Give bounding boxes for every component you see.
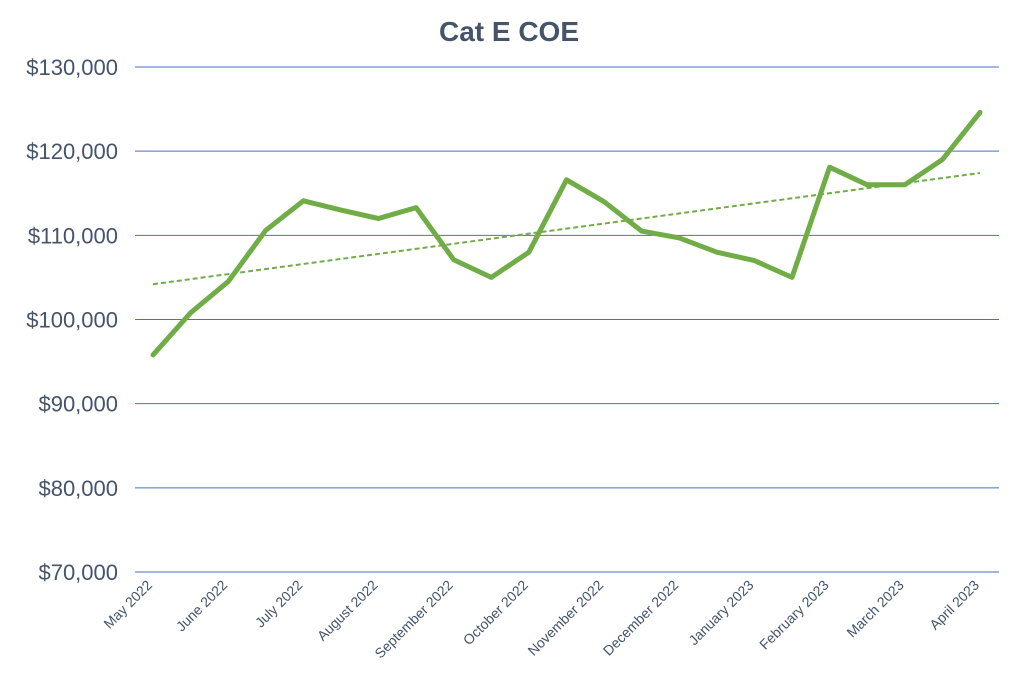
gridlines <box>135 66 999 573</box>
x-tick-label: October 2022 <box>460 577 531 648</box>
series-lines <box>150 109 983 358</box>
y-tick-label: $110,000 <box>28 223 118 248</box>
y-tick-label: $120,000 <box>26 139 118 164</box>
x-tick-label: April 2023 <box>926 577 982 633</box>
x-tick-label: January 2023 <box>685 577 756 648</box>
x-tick-label: August 2022 <box>314 577 381 644</box>
x-tick-label: June 2022 <box>173 577 231 635</box>
x-axis-tick-labels: May 2022 June 2022 July 2022 August 2022Sep… <box>100 577 982 662</box>
y-tick-label: $130,000 <box>26 55 118 80</box>
x-tick-label: July 2022 <box>252 577 306 631</box>
y-tick-label: $70,000 <box>38 560 118 585</box>
y-axis-tick-labels: $70,000 $80,000 $90,000 $100,000 $110,000 $12… <box>26 55 118 585</box>
y-tick-label: $100,000 <box>26 308 118 333</box>
x-tick-label: November 2022 <box>524 577 606 659</box>
series-line <box>150 109 983 358</box>
x-tick-label: March 2023 <box>843 577 907 641</box>
y-tick-label: $80,000 <box>38 476 118 501</box>
chart-title: Cat E COE <box>439 16 579 47</box>
x-tick-label: December 2022 <box>600 577 682 659</box>
y-tick-label: $90,000 <box>38 392 118 417</box>
x-tick-label: September 2022 <box>371 577 456 662</box>
trendline <box>152 172 981 286</box>
x-tick-label: February 2023 <box>756 577 832 653</box>
